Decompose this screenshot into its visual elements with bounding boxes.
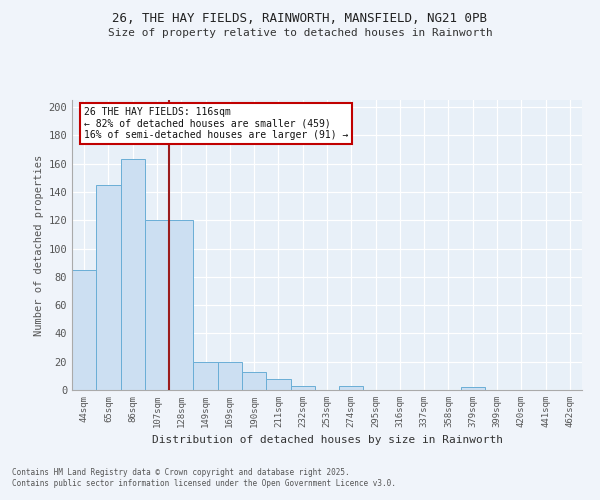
Text: 26 THE HAY FIELDS: 116sqm
← 82% of detached houses are smaller (459)
16% of semi: 26 THE HAY FIELDS: 116sqm ← 82% of detac…: [84, 107, 349, 140]
Bar: [218, 362, 242, 390]
Text: 26, THE HAY FIELDS, RAINWORTH, MANSFIELD, NG21 0PB: 26, THE HAY FIELDS, RAINWORTH, MANSFIELD…: [113, 12, 487, 26]
Bar: [266, 378, 290, 390]
Bar: [145, 220, 169, 390]
Bar: [242, 372, 266, 390]
Y-axis label: Number of detached properties: Number of detached properties: [34, 154, 44, 336]
Bar: [290, 386, 315, 390]
Bar: [169, 220, 193, 390]
Bar: [193, 362, 218, 390]
Bar: [339, 386, 364, 390]
Bar: [96, 185, 121, 390]
X-axis label: Distribution of detached houses by size in Rainworth: Distribution of detached houses by size …: [151, 436, 503, 446]
Bar: [461, 387, 485, 390]
Text: Size of property relative to detached houses in Rainworth: Size of property relative to detached ho…: [107, 28, 493, 38]
Bar: [72, 270, 96, 390]
Bar: [121, 160, 145, 390]
Text: Contains HM Land Registry data © Crown copyright and database right 2025.
Contai: Contains HM Land Registry data © Crown c…: [12, 468, 396, 487]
